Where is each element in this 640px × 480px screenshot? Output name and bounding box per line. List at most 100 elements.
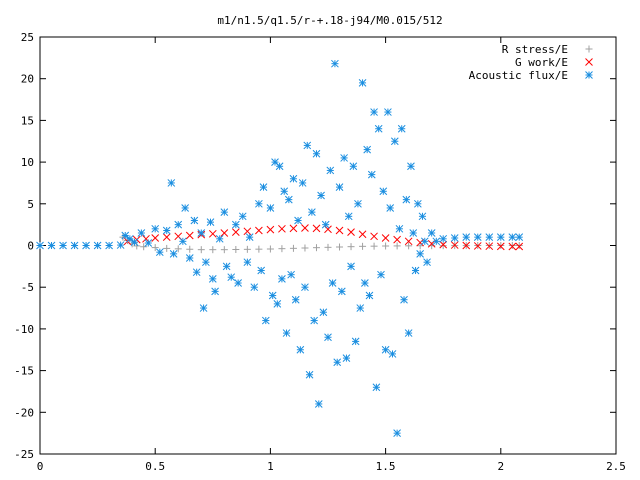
data-point — [303, 141, 312, 150]
data-point — [359, 242, 367, 250]
data-point — [199, 304, 208, 312]
data-point — [407, 162, 415, 171]
data-point — [282, 329, 291, 337]
data-point — [439, 240, 448, 249]
x-tick: 1 — [267, 37, 274, 473]
data-point — [234, 279, 242, 287]
data-point — [215, 234, 224, 243]
data-point — [140, 243, 148, 251]
data-point — [259, 183, 268, 191]
data-point — [462, 241, 471, 250]
data-point — [202, 258, 210, 267]
data-point — [358, 79, 367, 87]
y-tick-label: -20 — [14, 406, 34, 419]
data-point — [381, 234, 390, 242]
data-point — [349, 162, 358, 171]
data-point — [209, 246, 217, 254]
data-point — [508, 233, 517, 242]
legend-label: G work/E — [515, 56, 568, 69]
data-point — [220, 208, 229, 216]
data-point — [278, 275, 286, 283]
data-point — [321, 220, 330, 229]
data-point — [382, 242, 390, 250]
data-point — [312, 149, 321, 158]
legend-marker — [585, 58, 593, 66]
data-point — [126, 234, 134, 243]
data-point — [427, 229, 436, 237]
data-point — [243, 258, 252, 267]
data-point — [121, 231, 130, 240]
data-point — [275, 162, 284, 171]
data-point — [393, 242, 401, 250]
data-point — [363, 145, 372, 154]
data-point — [208, 275, 217, 283]
data-point — [289, 244, 297, 252]
data-point — [328, 279, 337, 287]
data-point — [420, 237, 429, 246]
y-tick: 0 — [27, 240, 616, 253]
data-point — [485, 242, 494, 251]
data-point — [331, 59, 339, 68]
data-point — [370, 242, 378, 250]
data-point — [266, 225, 275, 234]
data-point — [130, 238, 139, 247]
data-point — [416, 238, 425, 247]
data-point — [324, 333, 332, 342]
data-point — [133, 242, 141, 250]
y-tick: 25 — [21, 31, 616, 44]
data-point — [310, 316, 319, 325]
data-point — [308, 208, 316, 216]
data-point — [405, 242, 413, 250]
data-point — [155, 248, 164, 257]
data-point — [250, 283, 259, 292]
data-point — [485, 233, 494, 242]
data-point — [220, 229, 229, 237]
y-tick: -25 — [14, 448, 616, 461]
data-point — [289, 224, 298, 233]
data-point — [496, 233, 505, 242]
y-tick: -20 — [14, 406, 616, 419]
data-point — [197, 246, 205, 254]
data-point — [336, 243, 344, 251]
data-point — [337, 287, 346, 296]
data-point — [324, 243, 332, 251]
data-point — [386, 204, 395, 212]
data-point — [278, 245, 286, 253]
data-point — [296, 345, 305, 354]
data-point — [515, 242, 523, 249]
data-point — [211, 287, 219, 296]
data-point — [462, 233, 471, 242]
data-point — [174, 245, 182, 253]
data-point — [266, 204, 275, 212]
data-point — [266, 245, 274, 253]
data-point — [515, 233, 524, 242]
x-tick: 0.5 — [145, 37, 165, 473]
data-point — [381, 345, 390, 354]
data-point — [347, 228, 355, 237]
data-point — [227, 273, 236, 282]
y-tick: 10 — [21, 156, 616, 169]
y-tick-label: 25 — [21, 31, 34, 44]
data-point — [450, 234, 459, 242]
data-point — [402, 195, 411, 204]
data-point — [185, 231, 194, 240]
data-point — [414, 199, 422, 208]
data-point — [208, 229, 217, 238]
data-point — [367, 170, 376, 179]
data-point — [319, 308, 328, 317]
data-point — [192, 268, 201, 277]
y-tick: -10 — [14, 323, 616, 336]
data-point — [291, 295, 300, 304]
data-point — [231, 228, 240, 237]
data-point — [397, 124, 406, 133]
data-point — [347, 243, 355, 251]
data-point — [393, 235, 401, 244]
data-point — [326, 166, 335, 175]
data-point — [178, 237, 187, 246]
data-point — [393, 429, 401, 438]
data-point — [388, 350, 397, 358]
data-point — [181, 204, 190, 212]
data-point — [333, 358, 342, 367]
